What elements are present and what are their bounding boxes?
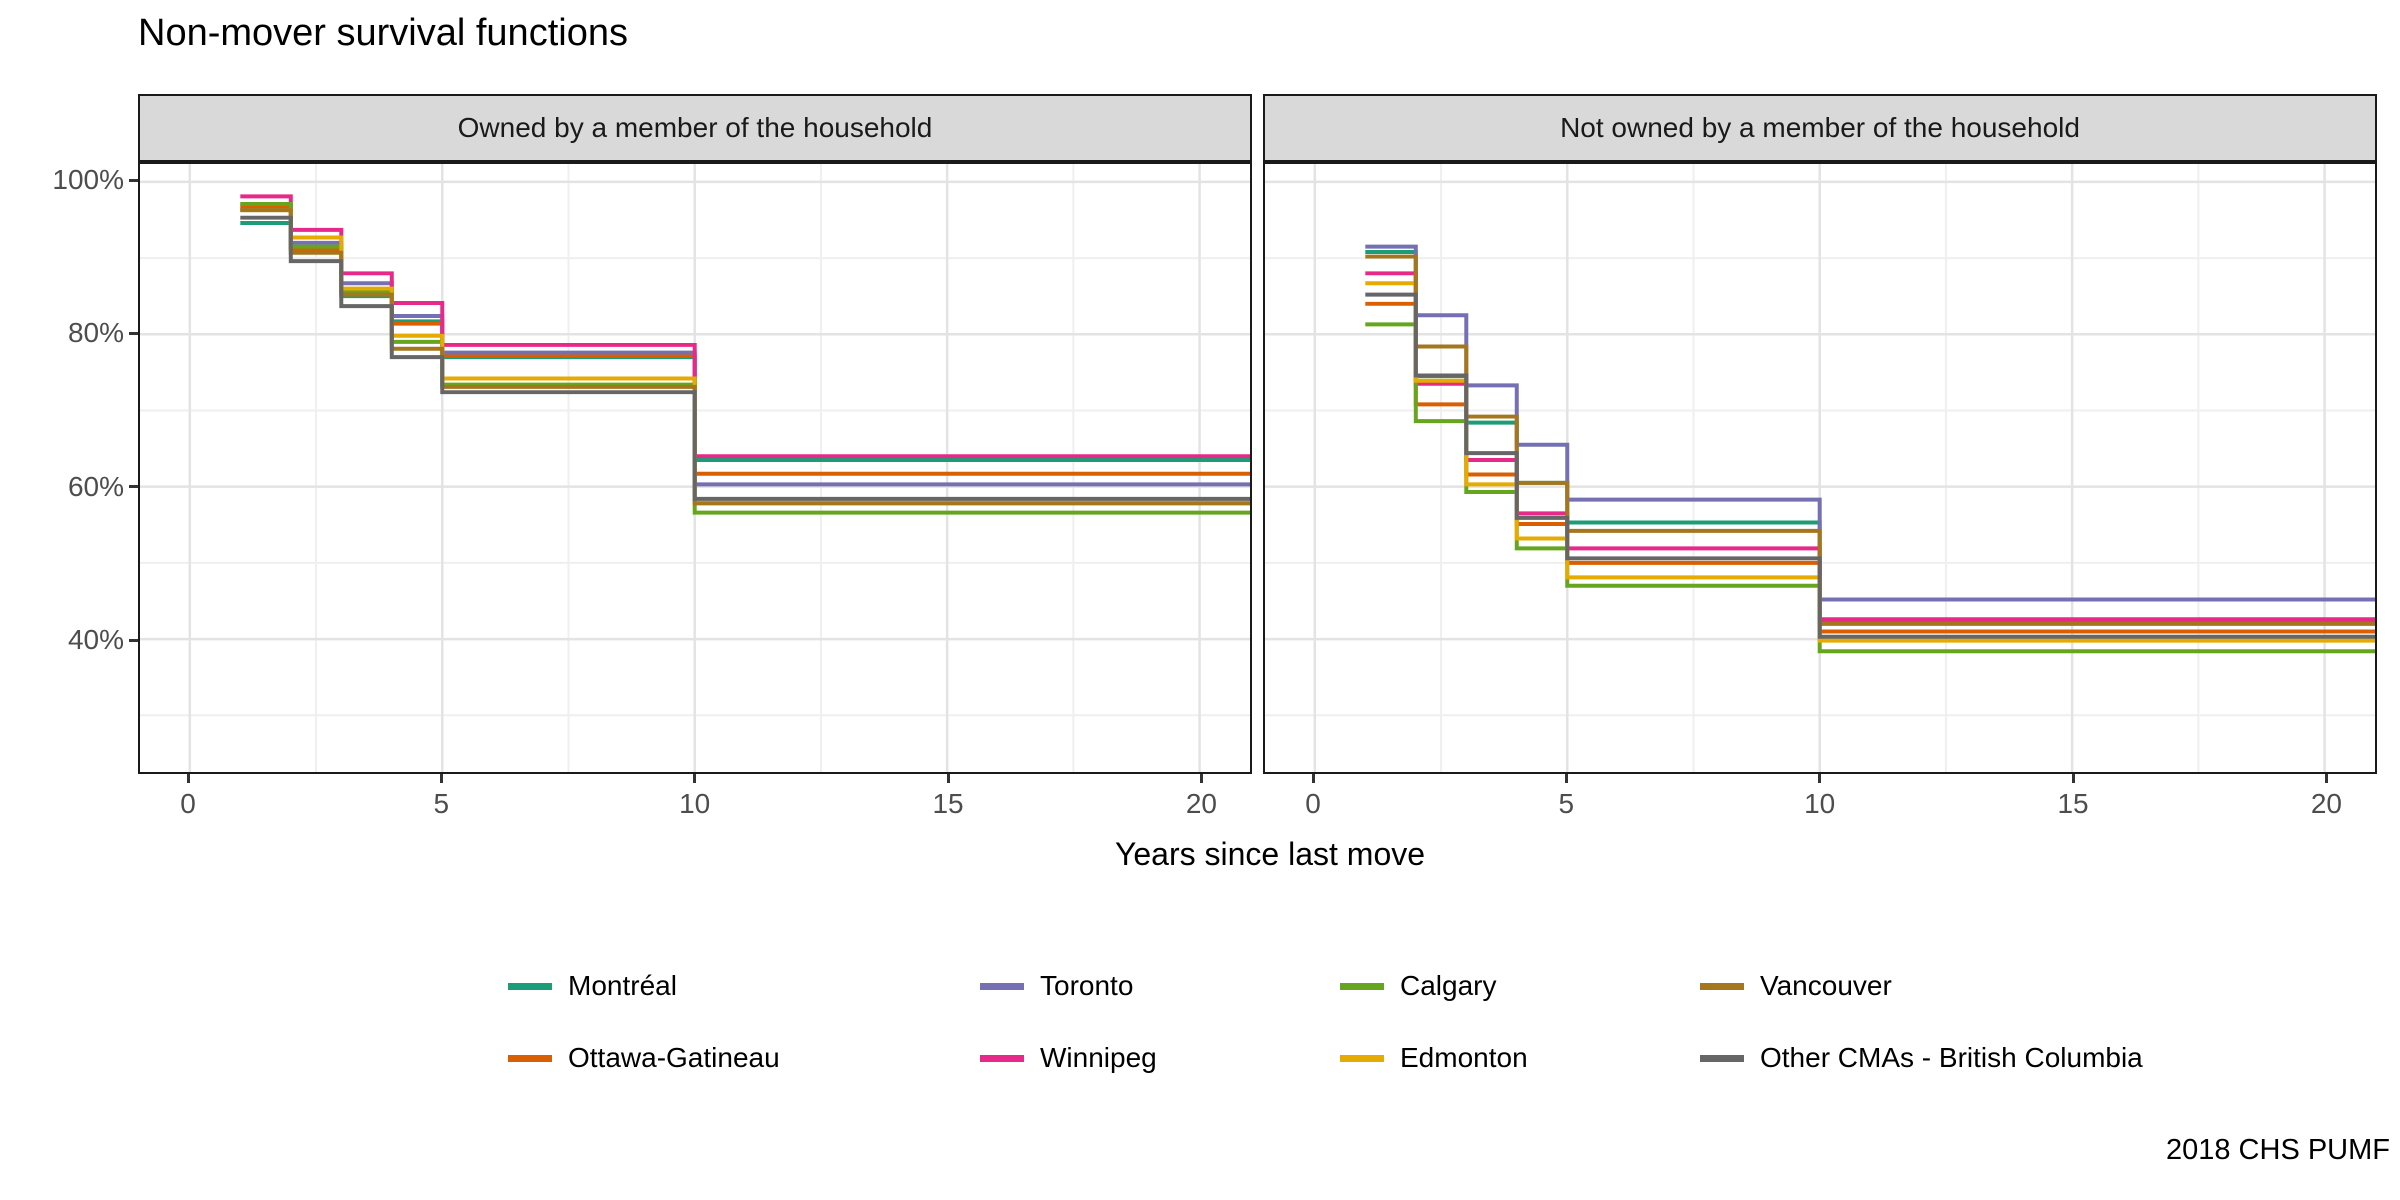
- x-axis-tick-label: 15: [932, 788, 964, 819]
- legend-item-toronto: Toronto: [980, 968, 1133, 1004]
- x-axis-tick: [186, 774, 190, 783]
- plot-panel-not-owned: [1263, 162, 2377, 774]
- x-axis-title: Years since last move: [1114, 836, 1426, 872]
- x-axis-tick-label: 0: [180, 788, 196, 819]
- plot-panel-owned-svg: [140, 164, 1250, 772]
- x-axis-tick: [439, 774, 443, 783]
- y-axis-tick: [129, 331, 138, 335]
- facet-strip-not-owned: Not owned by a member of the household: [1263, 94, 2377, 162]
- x-axis-tick-label: 15: [2057, 788, 2089, 819]
- y-axis-tick: [129, 638, 138, 642]
- y-axis-tick: [129, 178, 138, 182]
- y-axis-tick-label: 80%: [67, 317, 124, 349]
- x-axis-tick: [693, 774, 697, 783]
- legend-label: Edmonton: [1400, 1042, 1528, 1073]
- x-axis-tick-label: 0: [1305, 788, 1321, 819]
- y-axis-tick-label: 40%: [67, 624, 124, 656]
- plot-panel-not-owned-svg: [1265, 164, 2375, 772]
- legend-label: Montréal: [568, 970, 677, 1001]
- legend-key-line: [508, 1054, 552, 1062]
- plot-panel-owned: [138, 162, 1252, 774]
- caption: 2018 CHS PUMF: [2165, 1134, 2390, 1166]
- x-axis-tick-label: 20: [1185, 788, 1217, 819]
- legend-key-line: [1340, 1054, 1384, 1062]
- x-axis-tick-label: 20: [2310, 788, 2342, 819]
- y-axis-tick-label: 100%: [52, 164, 124, 195]
- legend-item-calgary: Calgary: [1340, 968, 1496, 1004]
- facet-strip-owned-label: Owned by a member of the household: [457, 112, 933, 143]
- x-axis-tick-label: 5: [433, 788, 450, 819]
- x-axis-tick: [1564, 774, 1568, 783]
- x-axis-tick: [2071, 774, 2075, 783]
- x-axis-tick: [1311, 774, 1315, 783]
- x-axis-tick: [2324, 774, 2328, 783]
- legend-item-montr-al: Montréal: [508, 968, 677, 1004]
- series-line-vancouver: [1365, 254, 2375, 626]
- x-axis-tick-label: 5: [1558, 788, 1575, 819]
- y-axis-tick: [129, 485, 138, 489]
- legend-label: Vancouver: [1760, 970, 1892, 1001]
- legend-key-line: [1700, 982, 1744, 990]
- y-axis-tick-label: 60%: [67, 470, 124, 502]
- legend-item-edmonton: Edmonton: [1340, 1040, 1528, 1076]
- x-axis-tick-label: 10: [1804, 788, 1836, 819]
- legend-key-line: [980, 982, 1024, 990]
- legend-item-other-cmas-british-columbia: Other CMAs - British Columbia: [1700, 1040, 2143, 1076]
- legend-key-line: [1700, 1054, 1744, 1062]
- x-axis-tick: [1818, 774, 1822, 783]
- x-axis-tick: [1199, 774, 1203, 783]
- facet-strip-not-owned-label: Not owned by a member of the household: [1560, 112, 2080, 143]
- legend-label: Ottawa-Gatineau: [568, 1042, 780, 1073]
- legend-label: Calgary: [1400, 970, 1497, 1001]
- chart-title: Non-mover survival functions: [138, 12, 628, 54]
- legend-key-line: [1340, 982, 1384, 990]
- series-line-other-cmas-british-columbia: [240, 215, 1250, 501]
- legend-key-line: [508, 982, 552, 990]
- legend-label: Other CMAs - British Columbia: [1760, 1042, 2143, 1073]
- legend-label: Toronto: [1040, 970, 1134, 1001]
- legend-item-ottawa-gatineau: Ottawa-Gatineau: [508, 1040, 780, 1076]
- x-axis-tick-label: 10: [679, 788, 711, 819]
- legend-item-winnipeg: Winnipeg: [980, 1040, 1157, 1076]
- legend-item-vancouver: Vancouver: [1700, 968, 1892, 1004]
- facet-strip-owned: Owned by a member of the household: [138, 94, 1252, 162]
- x-axis-tick: [946, 774, 950, 783]
- series-line-other-cmas-british-columbia: [1365, 292, 2375, 639]
- legend-key-line: [980, 1054, 1024, 1062]
- legend-label: Winnipeg: [1040, 1042, 1157, 1073]
